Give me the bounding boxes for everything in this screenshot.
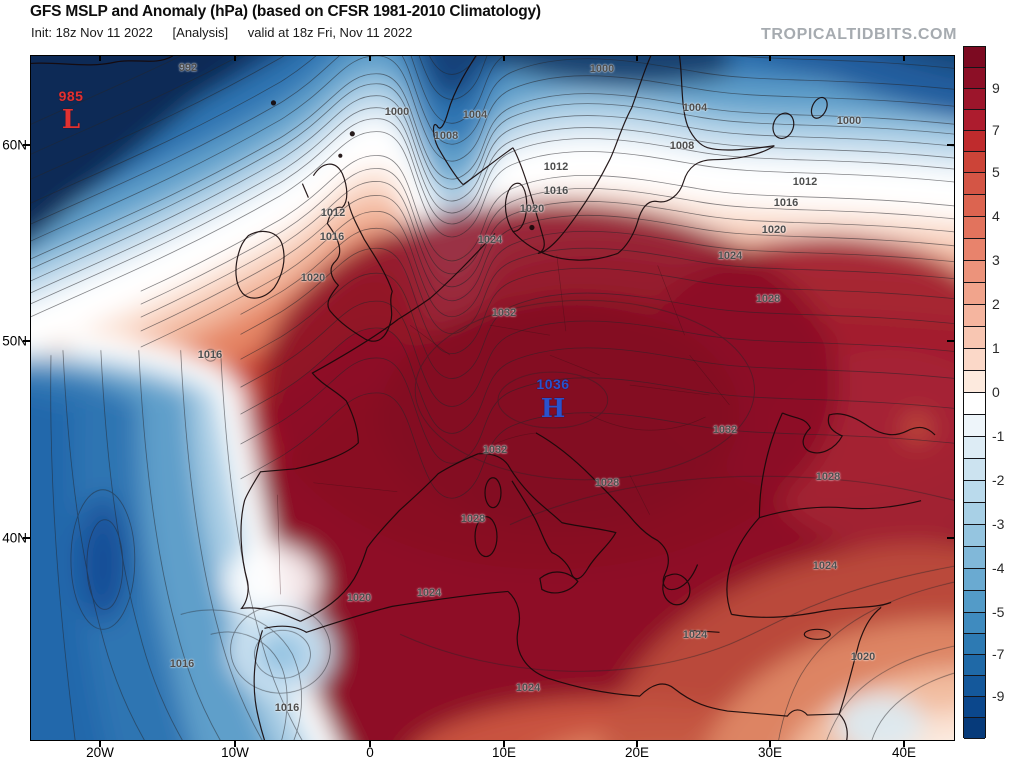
lon-tick-label: 40E — [891, 745, 917, 757]
lon-tick-bottom — [903, 741, 905, 747]
mslp-anomaly-field — [31, 56, 954, 740]
colorbar-cell — [964, 239, 985, 261]
colorbar-cell — [964, 437, 985, 459]
lon-tick-bottom — [369, 741, 371, 747]
colorbar-cell — [964, 697, 985, 718]
colorbar-cell — [964, 283, 985, 305]
lat-tick-left — [23, 537, 30, 539]
anomaly-colorbar — [963, 46, 986, 739]
lon-tick-bottom — [234, 741, 236, 747]
colorbar-tick-label: 4 — [992, 208, 1000, 224]
isobar-contours — [31, 56, 954, 740]
colorbar-cell — [964, 173, 985, 195]
colorbar-cell — [964, 327, 985, 349]
lon-tick-bottom — [636, 741, 638, 747]
lon-tick-bottom — [99, 741, 101, 747]
colorbar-cell — [964, 89, 985, 110]
init-time: Init: 18z Nov 11 2022 — [31, 25, 153, 40]
colorbar-labels: 9 7 5 4 3 2 1 0 -1 -2 -3 -4 -5 -7 -9 — [992, 0, 1022, 757]
colorbar-tick-label: -9 — [992, 688, 1005, 704]
colorbar-cell — [964, 569, 985, 591]
colorbar-cell — [964, 349, 985, 371]
lat-tick-label: 60N — [2, 137, 27, 153]
colorbar-cell — [964, 68, 985, 89]
colorbar-cell — [964, 152, 985, 173]
colorbar-tick-label: -3 — [992, 516, 1005, 532]
lon-tick-bottom — [769, 741, 771, 747]
colorbar-cell — [964, 481, 985, 503]
site-watermark: TROPICALTIDBITS.COM — [761, 26, 957, 43]
lon-tick-label: 20E — [624, 745, 650, 757]
colorbar-cell — [964, 371, 985, 393]
colorbar-tick-label: -7 — [992, 646, 1005, 662]
colorbar-tick-label: -4 — [992, 560, 1005, 576]
colorbar-cell — [964, 718, 985, 739]
lon-tick-label: 10E — [491, 745, 517, 757]
colorbar-tick-label: 5 — [992, 164, 1000, 180]
colorbar-tick-label: 0 — [992, 384, 1000, 400]
page-title: GFS MSLP and Anomaly (hPa) (based on CFS… — [30, 3, 541, 20]
colorbar-cell — [964, 217, 985, 239]
colorbar-cell — [964, 655, 985, 676]
colorbar-tick-label: 2 — [992, 296, 1000, 312]
colorbar-cell — [964, 634, 985, 655]
colorbar-tick-label: -5 — [992, 604, 1005, 620]
colorbar-cell — [964, 415, 985, 437]
lon-tick-label: 0 — [366, 745, 374, 757]
country-borders — [277, 255, 730, 595]
colorbar-cell — [964, 110, 985, 131]
colorbar-tick-label: 3 — [992, 252, 1000, 268]
colorbar-tick-label: 1 — [992, 340, 1000, 356]
colorbar-cell — [964, 547, 985, 569]
colorbar-cell — [964, 503, 985, 525]
lon-tick-label: 20W — [86, 745, 114, 757]
lat-tick-left — [23, 144, 30, 146]
coastlines — [31, 56, 936, 740]
colorbar-cell — [964, 131, 985, 152]
colorbar-cell — [964, 459, 985, 481]
lat-tick-left — [23, 340, 30, 342]
colorbar-cell — [964, 305, 985, 327]
weather-map — [30, 55, 955, 741]
colorbar-cell — [964, 195, 985, 217]
colorbar-tick-label: 7 — [992, 122, 1000, 138]
run-info: Init: 18z Nov 11 2022 [Analysis] valid a… — [31, 25, 428, 40]
analysis-tag: [Analysis] — [172, 25, 229, 40]
colorbar-cell — [964, 261, 985, 283]
lat-tick-label: 40N — [2, 530, 27, 546]
colorbar-tick-label: 9 — [992, 80, 1000, 96]
valid-time: valid at 18z Fri, Nov 11 2022 — [247, 25, 413, 40]
lon-tick-bottom — [503, 741, 505, 747]
lat-tick-label: 50N — [2, 333, 27, 349]
colorbar-cell — [964, 525, 985, 547]
lon-tick-label: 30E — [757, 745, 783, 757]
colorbar-cell — [964, 591, 985, 613]
colorbar-tick-label: -2 — [992, 472, 1005, 488]
colorbar-cell — [964, 47, 985, 68]
colorbar-tick-label: -1 — [992, 428, 1005, 444]
colorbar-cell — [964, 676, 985, 697]
lon-tick-label: 10W — [221, 745, 249, 757]
colorbar-cell — [964, 393, 985, 415]
colorbar-cell — [964, 613, 985, 634]
